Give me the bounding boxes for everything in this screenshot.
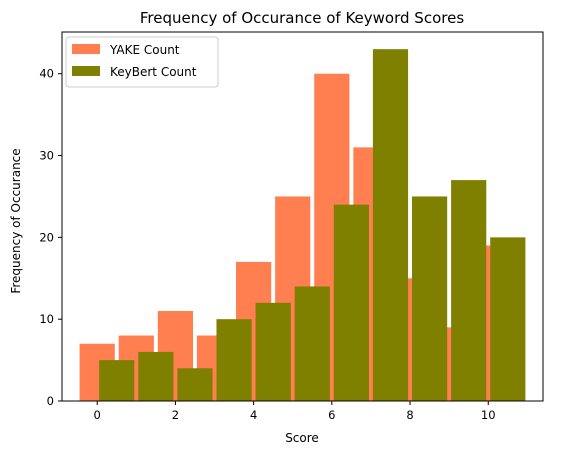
legend-swatch-yake	[72, 44, 100, 54]
legend-label-keybert: KeyBert Count	[110, 65, 197, 79]
legend-swatch-keybert	[72, 66, 100, 76]
bar-keybert-10	[490, 237, 526, 401]
bars-group	[79, 49, 526, 402]
x-tick-label: 4	[250, 408, 257, 422]
bar-keybert-9	[451, 180, 487, 401]
x-tick-label: 6	[328, 408, 335, 422]
bar-keybert-8	[411, 196, 448, 401]
x-axis-label: Score	[285, 431, 319, 445]
x-tick-label: 10	[481, 408, 496, 422]
y-tick-label: 30	[39, 149, 54, 163]
bar-keybert-1	[138, 351, 174, 401]
y-tick-label: 0	[47, 394, 54, 408]
chart-title: Frequency of Occurance of Keyword Scores	[140, 9, 464, 27]
x-tick-label: 8	[406, 408, 413, 422]
y-tick-label: 40	[39, 67, 54, 81]
bar-keybert-6	[333, 204, 369, 401]
y-tick-label: 10	[39, 312, 54, 326]
bar-keybert-2	[177, 368, 213, 401]
legend: YAKE Count KeyBert Count	[65, 36, 219, 88]
bar-keybert-7	[372, 49, 409, 401]
legend-box	[65, 36, 219, 88]
axes-group: 0 2 4 6 8 10 0 10 20 30 40	[39, 31, 544, 422]
bar-keybert-4	[255, 302, 291, 401]
y-axis-label: Frequency of Occurance	[9, 148, 23, 293]
bar-keybert-3	[216, 319, 252, 401]
legend-label-yake: YAKE Count	[109, 43, 180, 57]
x-tick-label: 0	[94, 408, 101, 422]
y-tick-label: 20	[39, 230, 54, 244]
bar-keybert-0	[99, 360, 135, 401]
plot-frame	[61, 31, 544, 402]
bar-keybert-5	[294, 286, 330, 401]
x-tick-label: 2	[172, 408, 179, 422]
